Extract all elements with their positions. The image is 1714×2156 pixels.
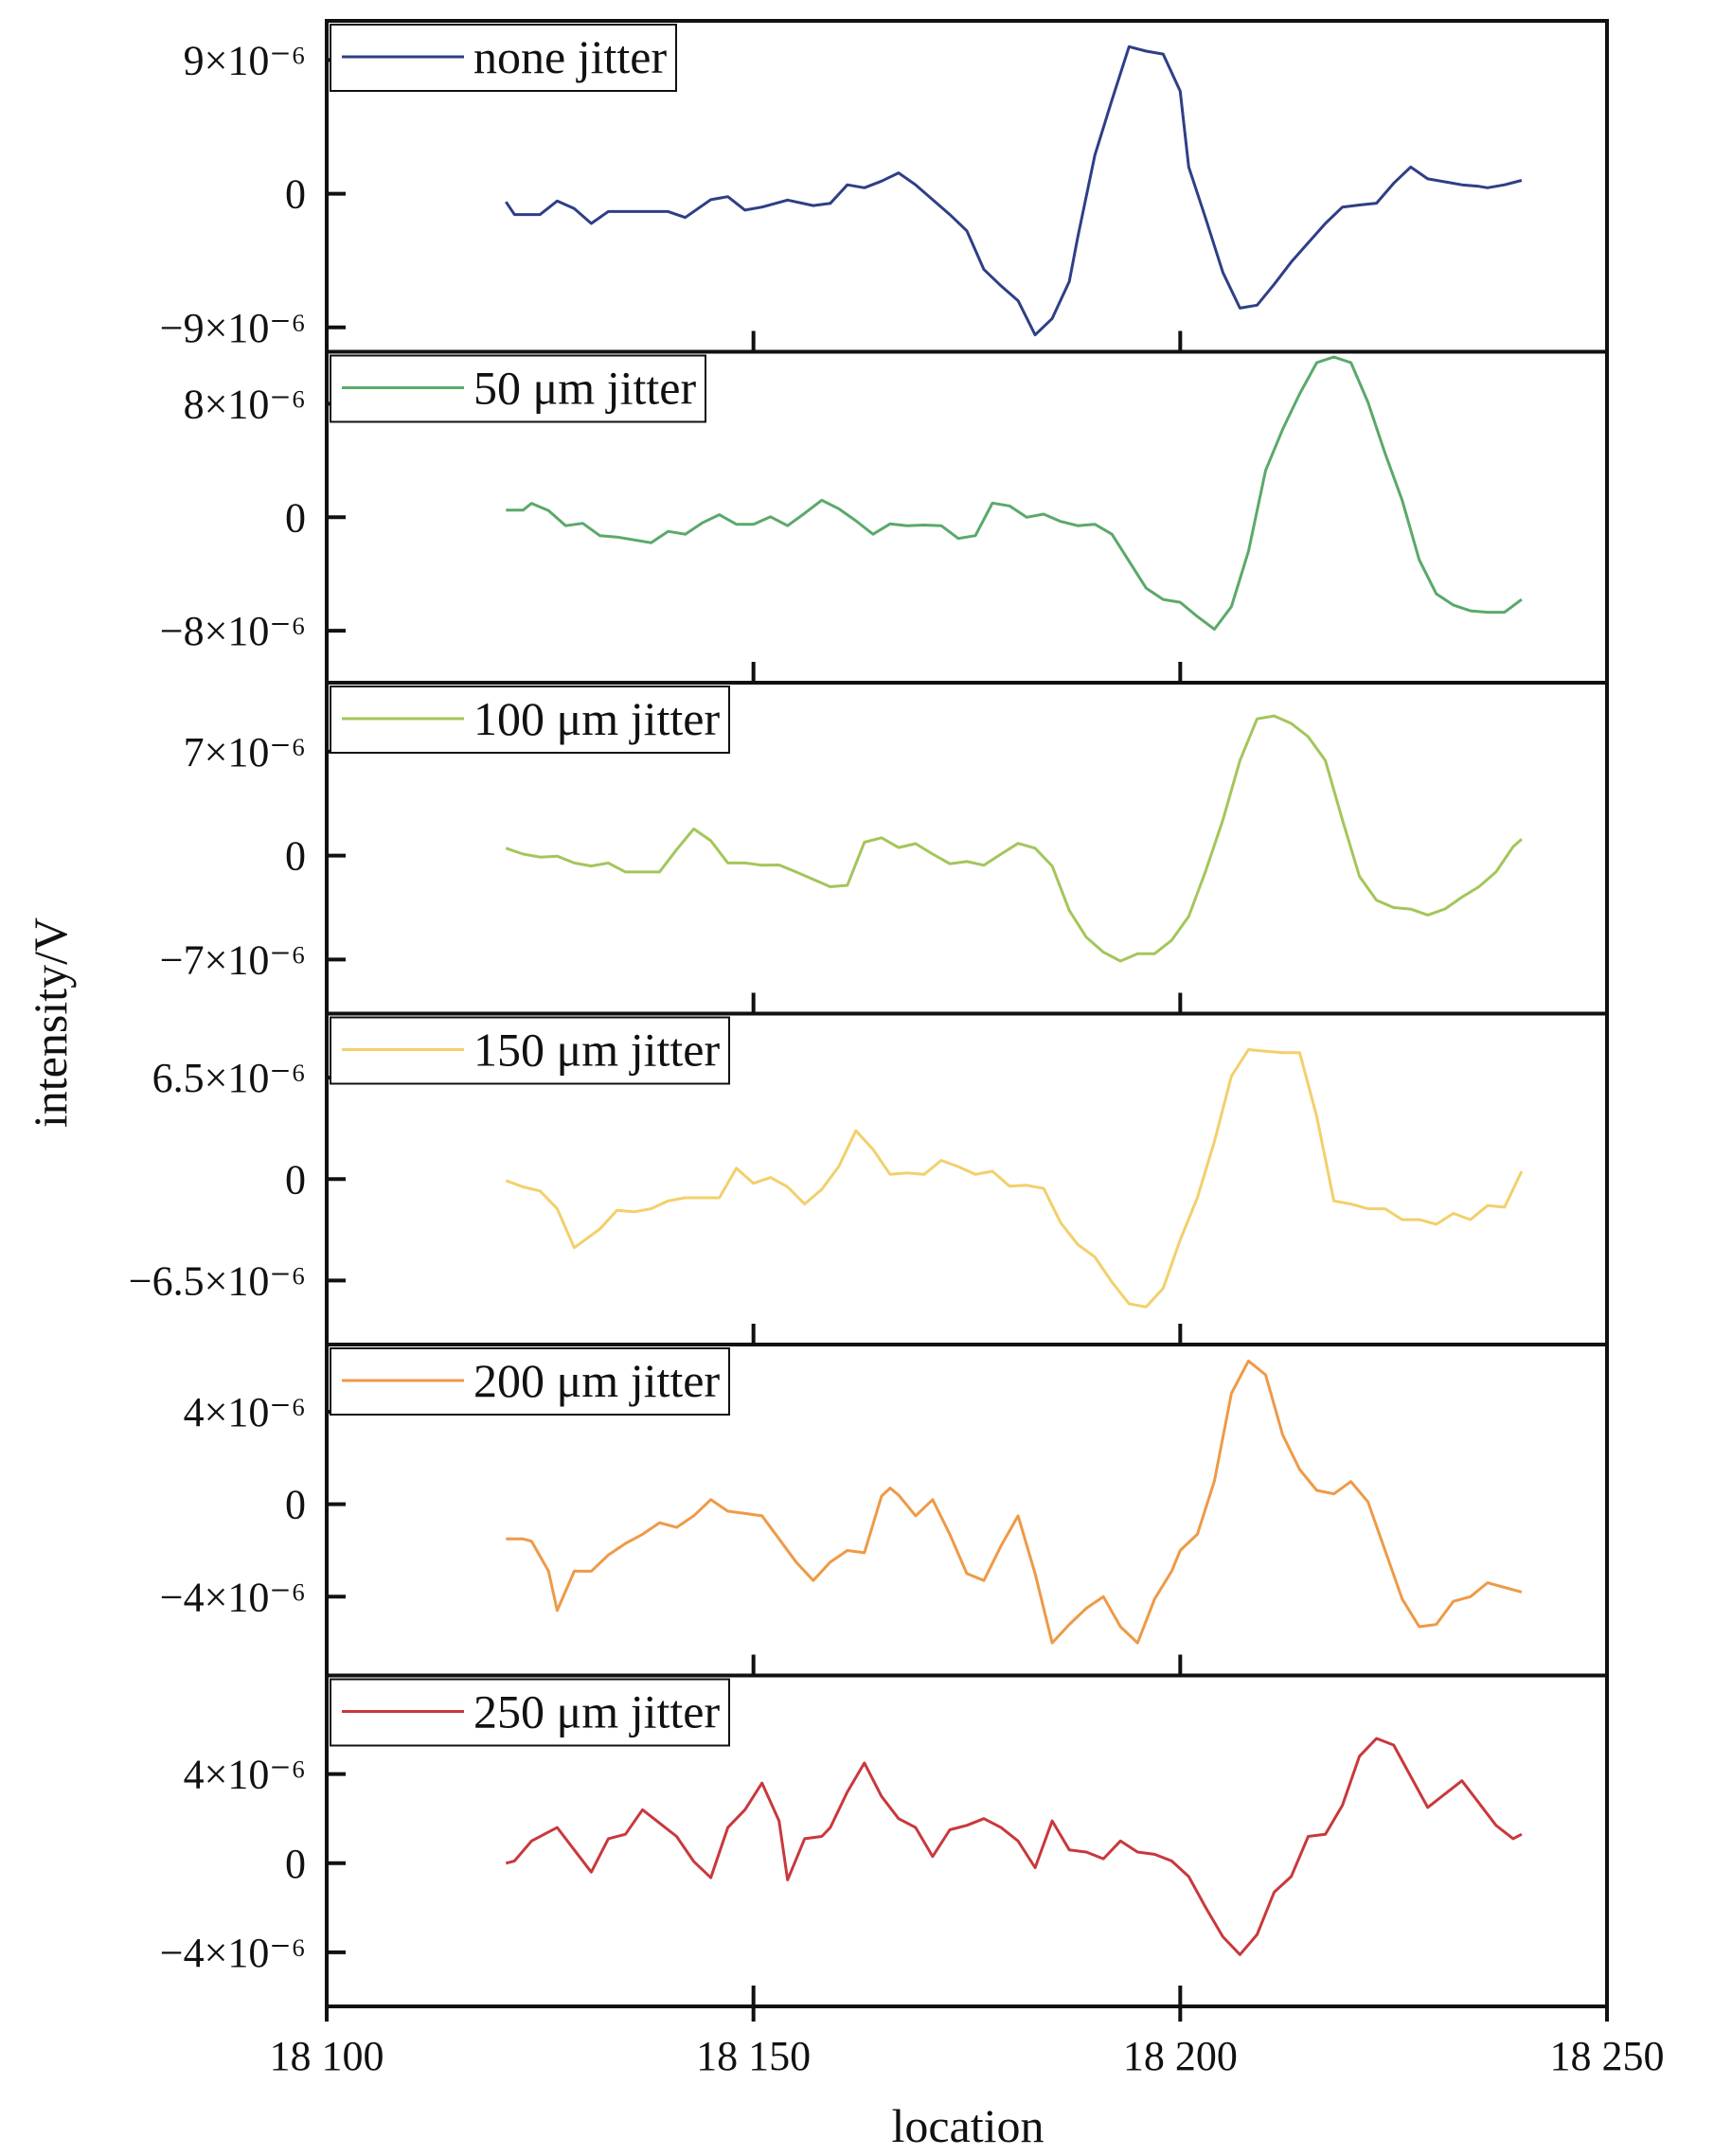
- y-tick-label: −7×10⁻⁶: [160, 936, 306, 983]
- x-tick-label: 18 100: [270, 2033, 384, 2079]
- series-line: [506, 1359, 1523, 1645]
- y-tick-label: 8×10⁻⁶: [184, 381, 306, 427]
- panel-6: 4×10⁻⁶ 0 −4×10⁻⁶ 250 μm jitter: [160, 1673, 1609, 2008]
- legend-label: 250 μm jitter: [473, 1685, 720, 1738]
- x-tick-label: 18 150: [696, 2033, 811, 2079]
- legend: 100 μm jitter: [330, 686, 730, 754]
- y-tick-label: 0: [285, 171, 306, 218]
- y-tick-label: 7×10⁻⁶: [184, 729, 306, 775]
- y-tick-label: 0: [285, 833, 306, 880]
- y-tick-label: 9×10⁻⁶: [184, 37, 306, 83]
- panel-5: 4×10⁻⁶ 0 −4×10⁻⁶ 200 μm jitter: [160, 1343, 1609, 1678]
- legend: 150 μm jitter: [330, 1016, 730, 1085]
- y-tick-label: 0: [285, 1156, 306, 1203]
- panel-1: 9×10⁻⁶ 0 −9×10⁻⁶ none jitter: [160, 19, 1609, 354]
- y-tick-label: 6.5×10⁻⁶: [152, 1055, 306, 1101]
- x-tick-label: 18 250: [1550, 2033, 1665, 2079]
- legend-box: [330, 24, 677, 92]
- panel-2: 8×10⁻⁶ 0 −8×10⁻⁶ 50 μm jitter: [160, 349, 1609, 685]
- series-line: [506, 355, 1523, 632]
- y-tick-label: −4×10⁻⁶: [160, 1574, 306, 1620]
- panel-frame: [325, 1673, 1609, 2008]
- legend: 200 μm jitter: [330, 1347, 730, 1416]
- y-tick-label: −6.5×10⁻⁶: [129, 1257, 306, 1304]
- legend-label: 100 μm jitter: [473, 692, 720, 745]
- legend-label: 200 μm jitter: [473, 1354, 720, 1407]
- series-line: [505, 1048, 1524, 1309]
- series-line: [505, 714, 1523, 963]
- legend-label: none jitter: [473, 30, 667, 83]
- x-axis-title: location: [891, 2099, 1044, 2152]
- y-tick-label: 0: [285, 1841, 306, 1887]
- series-line: [505, 1737, 1523, 1956]
- series-line: [505, 45, 1523, 337]
- legend-box: [330, 1678, 730, 1747]
- legend: none jitter: [330, 24, 677, 92]
- legend-label: 50 μm jitter: [473, 362, 696, 415]
- y-tick-label: −9×10⁻⁶: [160, 305, 306, 351]
- x-axis: 18 100 18 150 18 200 18 250: [270, 2006, 1665, 2079]
- y-axis-title: intensity/V: [24, 918, 77, 1128]
- y-tick-label: 4×10⁻⁶: [184, 1752, 306, 1798]
- y-tick-label: −4×10⁻⁶: [160, 1930, 306, 1976]
- y-tick-label: 0: [285, 494, 306, 541]
- legend-label: 150 μm jitter: [473, 1024, 720, 1077]
- y-tick-label: 0: [285, 1482, 306, 1528]
- panel-4: 6.5×10⁻⁶ 0 −6.5×10⁻⁶ 150 μm jitter: [129, 1011, 1609, 1346]
- legend-box: [330, 1016, 730, 1085]
- y-tick-label: 4×10⁻⁶: [184, 1389, 306, 1435]
- y-tick-label: −8×10⁻⁶: [160, 608, 306, 654]
- x-tick-label: 18 200: [1123, 2033, 1238, 2079]
- legend: 50 μm jitter: [330, 354, 706, 423]
- panel-group: 9×10⁻⁶ 0 −9×10⁻⁶ none jitter 8×10⁻⁶ 0 −8×10⁻⁶ 5…: [129, 19, 1609, 2008]
- legend: 250 μm jitter: [330, 1678, 730, 1747]
- panel-3: 7×10⁻⁶ 0 −7×10⁻⁶ 100 μm jitter: [160, 681, 1609, 1016]
